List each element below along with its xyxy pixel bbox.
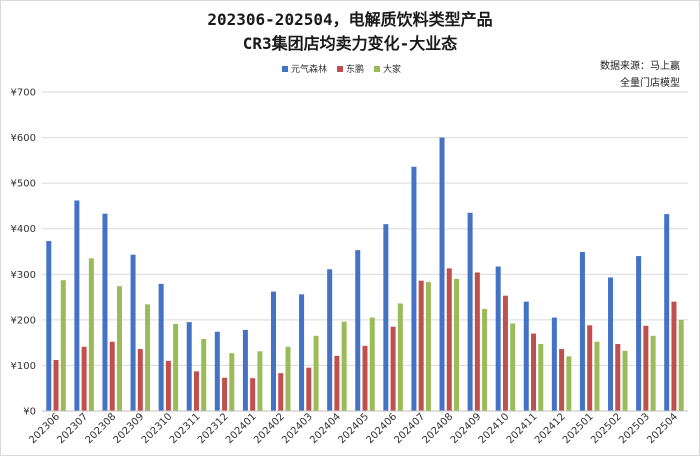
- bar: [425, 282, 431, 411]
- bar: [523, 301, 529, 411]
- bar: [551, 317, 557, 411]
- bar: [81, 346, 87, 411]
- bar: [46, 241, 52, 411]
- bar: [383, 224, 389, 411]
- bar: [355, 250, 361, 411]
- bar: [299, 294, 305, 411]
- legend-label: 元气森林: [291, 65, 328, 75]
- legend-swatch: [337, 65, 344, 72]
- bar: [250, 378, 256, 411]
- bar: [242, 329, 248, 411]
- legend-label: 大家: [383, 65, 402, 75]
- bar: [369, 317, 375, 411]
- bar: [53, 359, 59, 411]
- legend-swatch: [374, 65, 381, 72]
- bar: [102, 213, 108, 411]
- y-tick-label: ¥300: [11, 270, 36, 281]
- bar: [566, 356, 572, 411]
- bar: [278, 373, 284, 411]
- bar: [397, 303, 403, 411]
- y-tick-label: ¥200: [11, 315, 36, 326]
- legend-item: 东鹏: [337, 62, 364, 75]
- bar: [446, 268, 452, 411]
- bar: [270, 291, 276, 411]
- bar: [664, 214, 670, 411]
- bar: [439, 137, 445, 412]
- bar: [158, 283, 164, 411]
- bar: [186, 322, 192, 411]
- source-line-2: 全量门店模型: [620, 78, 680, 89]
- legend-label: 东鹏: [346, 65, 365, 75]
- bar: [538, 344, 544, 411]
- bar: [88, 258, 94, 411]
- bar: [650, 335, 656, 411]
- bar: [116, 286, 122, 411]
- bar: [285, 346, 291, 411]
- bar: [622, 350, 628, 411]
- bar: [390, 326, 396, 411]
- bar: [109, 341, 115, 411]
- bar: [411, 166, 417, 411]
- legend: 元气森林 东鹏 大家: [282, 62, 401, 75]
- bar: [671, 301, 677, 411]
- bar: [587, 325, 593, 411]
- y-tick-label: ¥600: [11, 133, 36, 144]
- bar: [418, 280, 424, 411]
- legend-swatch: [282, 65, 288, 72]
- bar: [559, 349, 565, 411]
- bar: [165, 360, 171, 411]
- y-tick-label: ¥500: [11, 179, 36, 190]
- bar: [334, 355, 340, 411]
- bar: [60, 280, 66, 411]
- legend-item: 大家: [374, 62, 401, 75]
- bar: [222, 377, 228, 411]
- bar: [502, 295, 508, 411]
- y-tick-label: ¥0: [23, 407, 36, 418]
- bar: [257, 351, 263, 411]
- bar: [454, 278, 460, 411]
- source-line-1: 数据来源：马上赢: [600, 61, 680, 72]
- bar: [531, 333, 537, 411]
- y-tick-label: ¥400: [11, 224, 36, 235]
- bar: [362, 345, 368, 411]
- bar: [173, 323, 179, 411]
- bar: [643, 325, 649, 411]
- bar: [495, 266, 501, 411]
- bar: [201, 338, 207, 411]
- bar: [193, 371, 199, 411]
- y-tick-label: ¥700: [11, 88, 36, 99]
- bar: [313, 335, 319, 411]
- bar: [467, 212, 473, 411]
- bar: [579, 251, 585, 411]
- source-note: 数据来源：马上赢 全量门店模型: [600, 58, 680, 92]
- bar: [130, 254, 136, 411]
- y-tick-label: ¥100: [11, 361, 36, 372]
- bar: [510, 323, 516, 411]
- bar: [137, 349, 143, 411]
- bar: [214, 331, 220, 411]
- bar: [615, 344, 621, 411]
- bar: [306, 367, 312, 411]
- bar: [636, 256, 642, 411]
- bar: [608, 277, 614, 411]
- bar: [594, 341, 600, 411]
- chart-title: 202306-202504，电解质饮料类型产品: [207, 10, 493, 29]
- bar: [341, 321, 347, 411]
- x-tick-label: 202504: [645, 411, 680, 446]
- bar: [678, 319, 684, 411]
- bar: [474, 272, 480, 411]
- bar: [482, 308, 488, 411]
- bar: [229, 353, 235, 411]
- bar: [145, 304, 151, 411]
- bar: [327, 269, 333, 411]
- legend-item: 元气森林: [282, 62, 327, 75]
- chart-subtitle: CR3集团店均卖力变化-大业态: [242, 34, 458, 53]
- bar: [74, 200, 80, 411]
